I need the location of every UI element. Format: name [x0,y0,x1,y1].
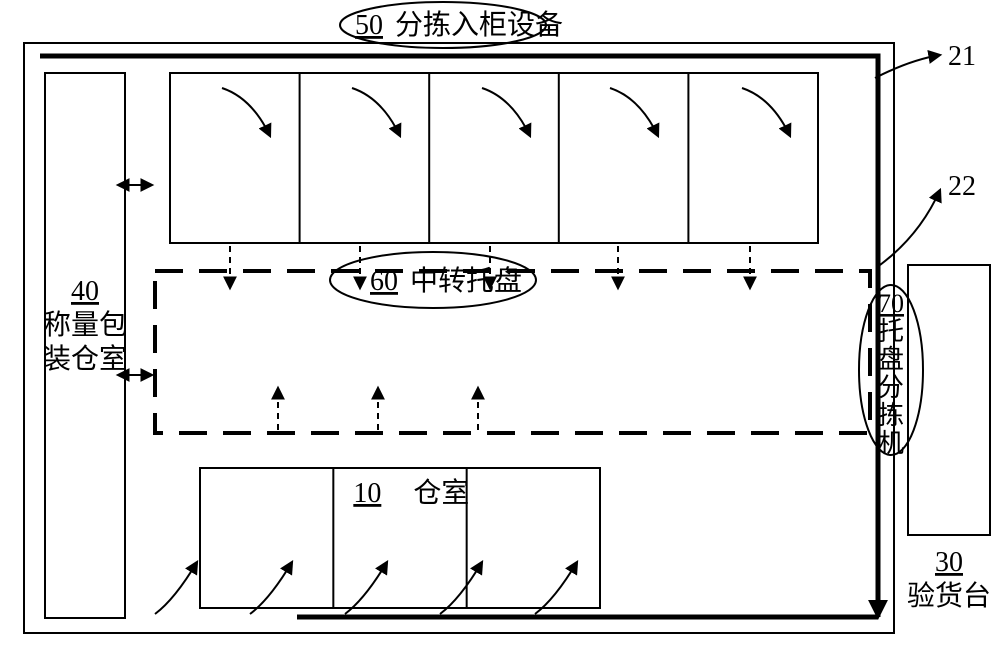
label-40-num: 40 [71,276,99,307]
label-30-text: 验货台 [907,580,991,612]
top-curved-arrow-3 [610,88,658,136]
label-70-text: 分 [878,373,904,402]
bottom-curved-arrow-2 [345,562,387,614]
top-curved-arrow-1 [352,88,400,136]
label-70-text: 盘 [878,345,904,374]
label-10-text: 仓室 [413,477,469,509]
callout-21 [875,55,940,78]
label-70-text: 机 [878,429,904,458]
label-10-num: 10 [353,478,381,509]
bottom-curved-arrow-4 [535,562,577,614]
label-40-text: 装仓室 [43,343,127,375]
label-70-text: 拣 [878,401,904,430]
top-curved-arrow-2 [482,88,530,136]
storage-rooms [200,468,600,608]
label-70-num: 70 [878,289,904,318]
label-60-text: 中转托盘 [410,265,522,297]
label-21: 21 [948,41,976,72]
label-22: 22 [948,171,976,202]
bottom-curved-arrow-3 [440,562,482,614]
label-60-num: 60 [370,266,398,297]
bottom-curved-arrow-0 [155,562,197,614]
flow-path-main [40,56,878,617]
label-50-text: 分拣入柜设备 [395,9,563,41]
callout-22 [880,190,940,265]
label-70-text: 托 [878,317,904,346]
label-40-text: 称量包 [43,309,127,341]
label-30-num: 30 [935,547,963,578]
label-50-num: 50 [355,10,383,41]
top-curved-arrow-0 [222,88,270,136]
top-curved-arrow-4 [742,88,790,136]
top-rack [170,73,818,243]
bottom-curved-arrow-1 [250,562,292,614]
